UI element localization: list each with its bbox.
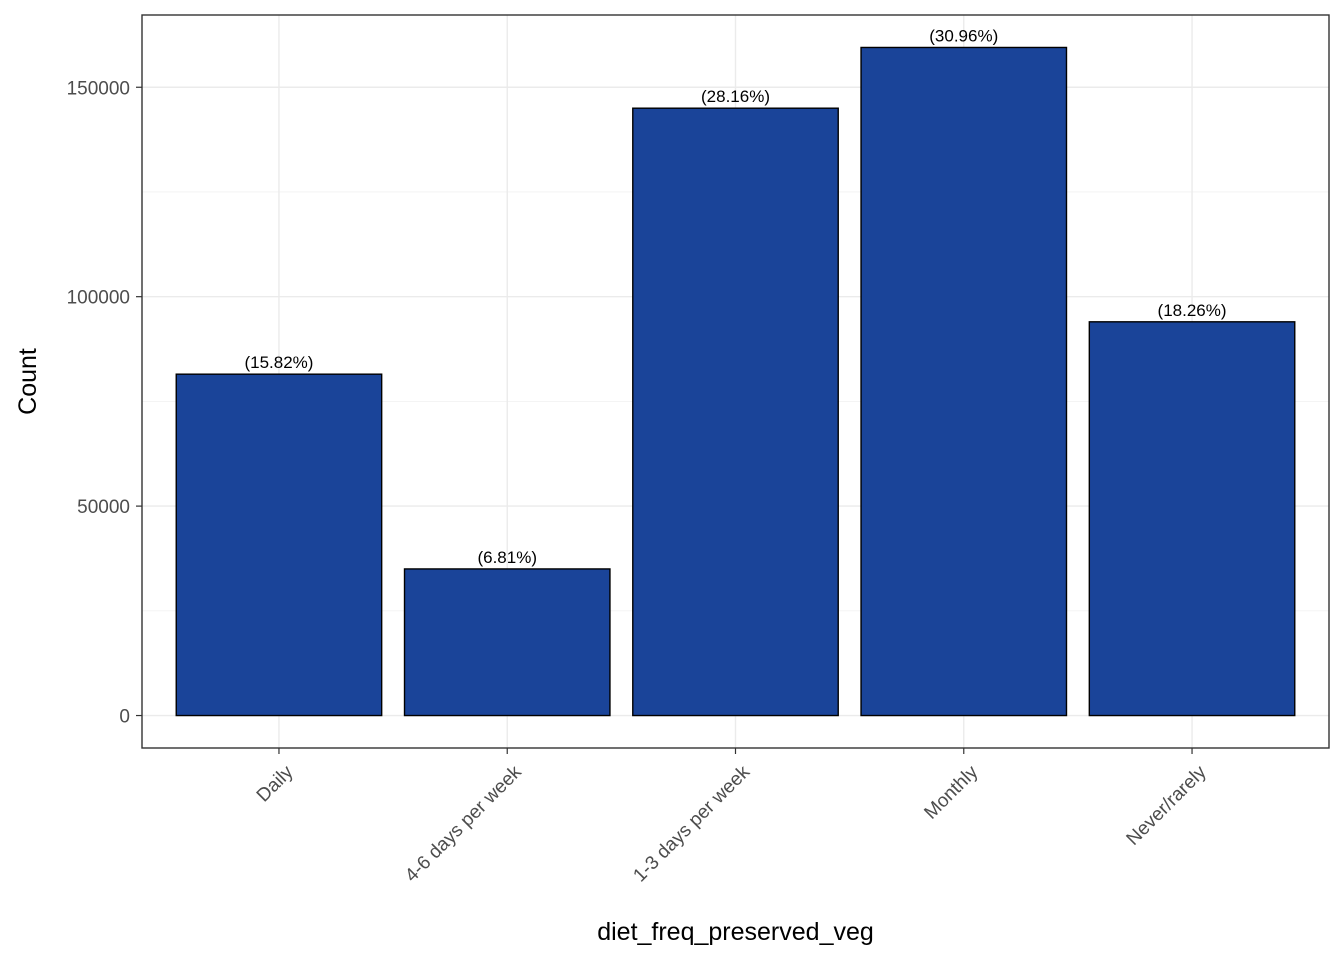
bar-3 (860, 46, 1068, 717)
bar-value-label: (15.82%) (244, 353, 313, 372)
bar-value-label: (6.81%) (477, 548, 537, 567)
bar-value-label: (18.26%) (1158, 301, 1227, 320)
bar-0 (175, 373, 383, 717)
x-axis-title: diet_freq_preserved_veg (597, 918, 874, 946)
bar-1 (403, 568, 611, 717)
bars (175, 46, 1296, 717)
bar-value-label: (30.96%) (929, 26, 998, 45)
bar-4 (1088, 321, 1296, 717)
y-tick-label: 50000 (77, 497, 130, 518)
y-tick-label: 100000 (67, 288, 130, 309)
data-labels: (15.82%) (6.81%) (28.16%) (30.96%) (18.26%) (244, 26, 1226, 566)
y-tick-label: 0 (119, 707, 130, 728)
bar-value-label: (28.16%) (701, 87, 770, 106)
y-axis-title: Count (14, 348, 42, 415)
bar-2 (632, 107, 839, 717)
y-tick-label: 150000 (67, 78, 130, 99)
y-axis: 0 50000 100000 150000 (67, 78, 142, 728)
